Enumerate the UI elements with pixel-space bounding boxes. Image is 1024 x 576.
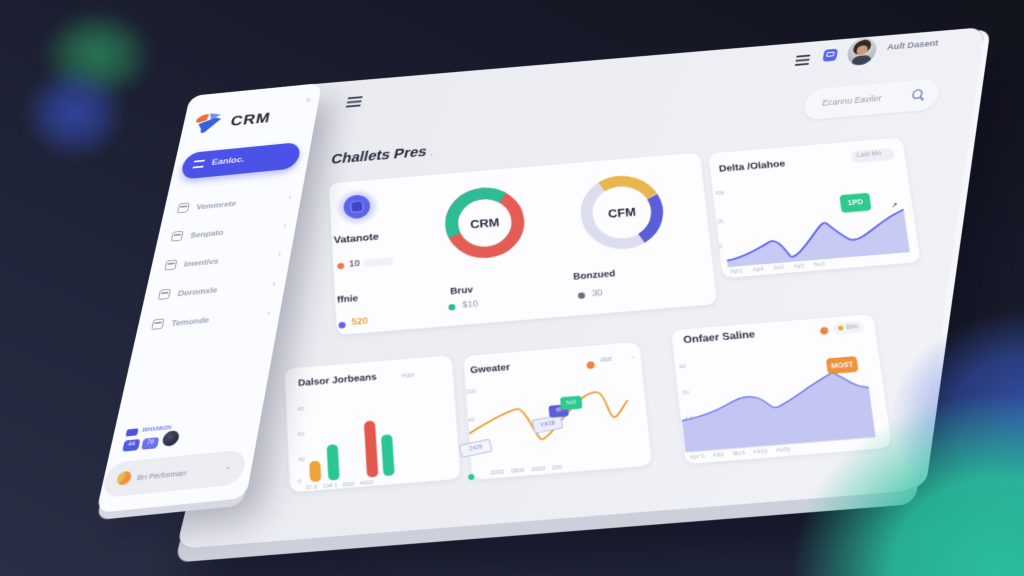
- svg-text:CFM: CFM: [608, 207, 637, 221]
- svg-text:CRM: CRM: [470, 217, 500, 231]
